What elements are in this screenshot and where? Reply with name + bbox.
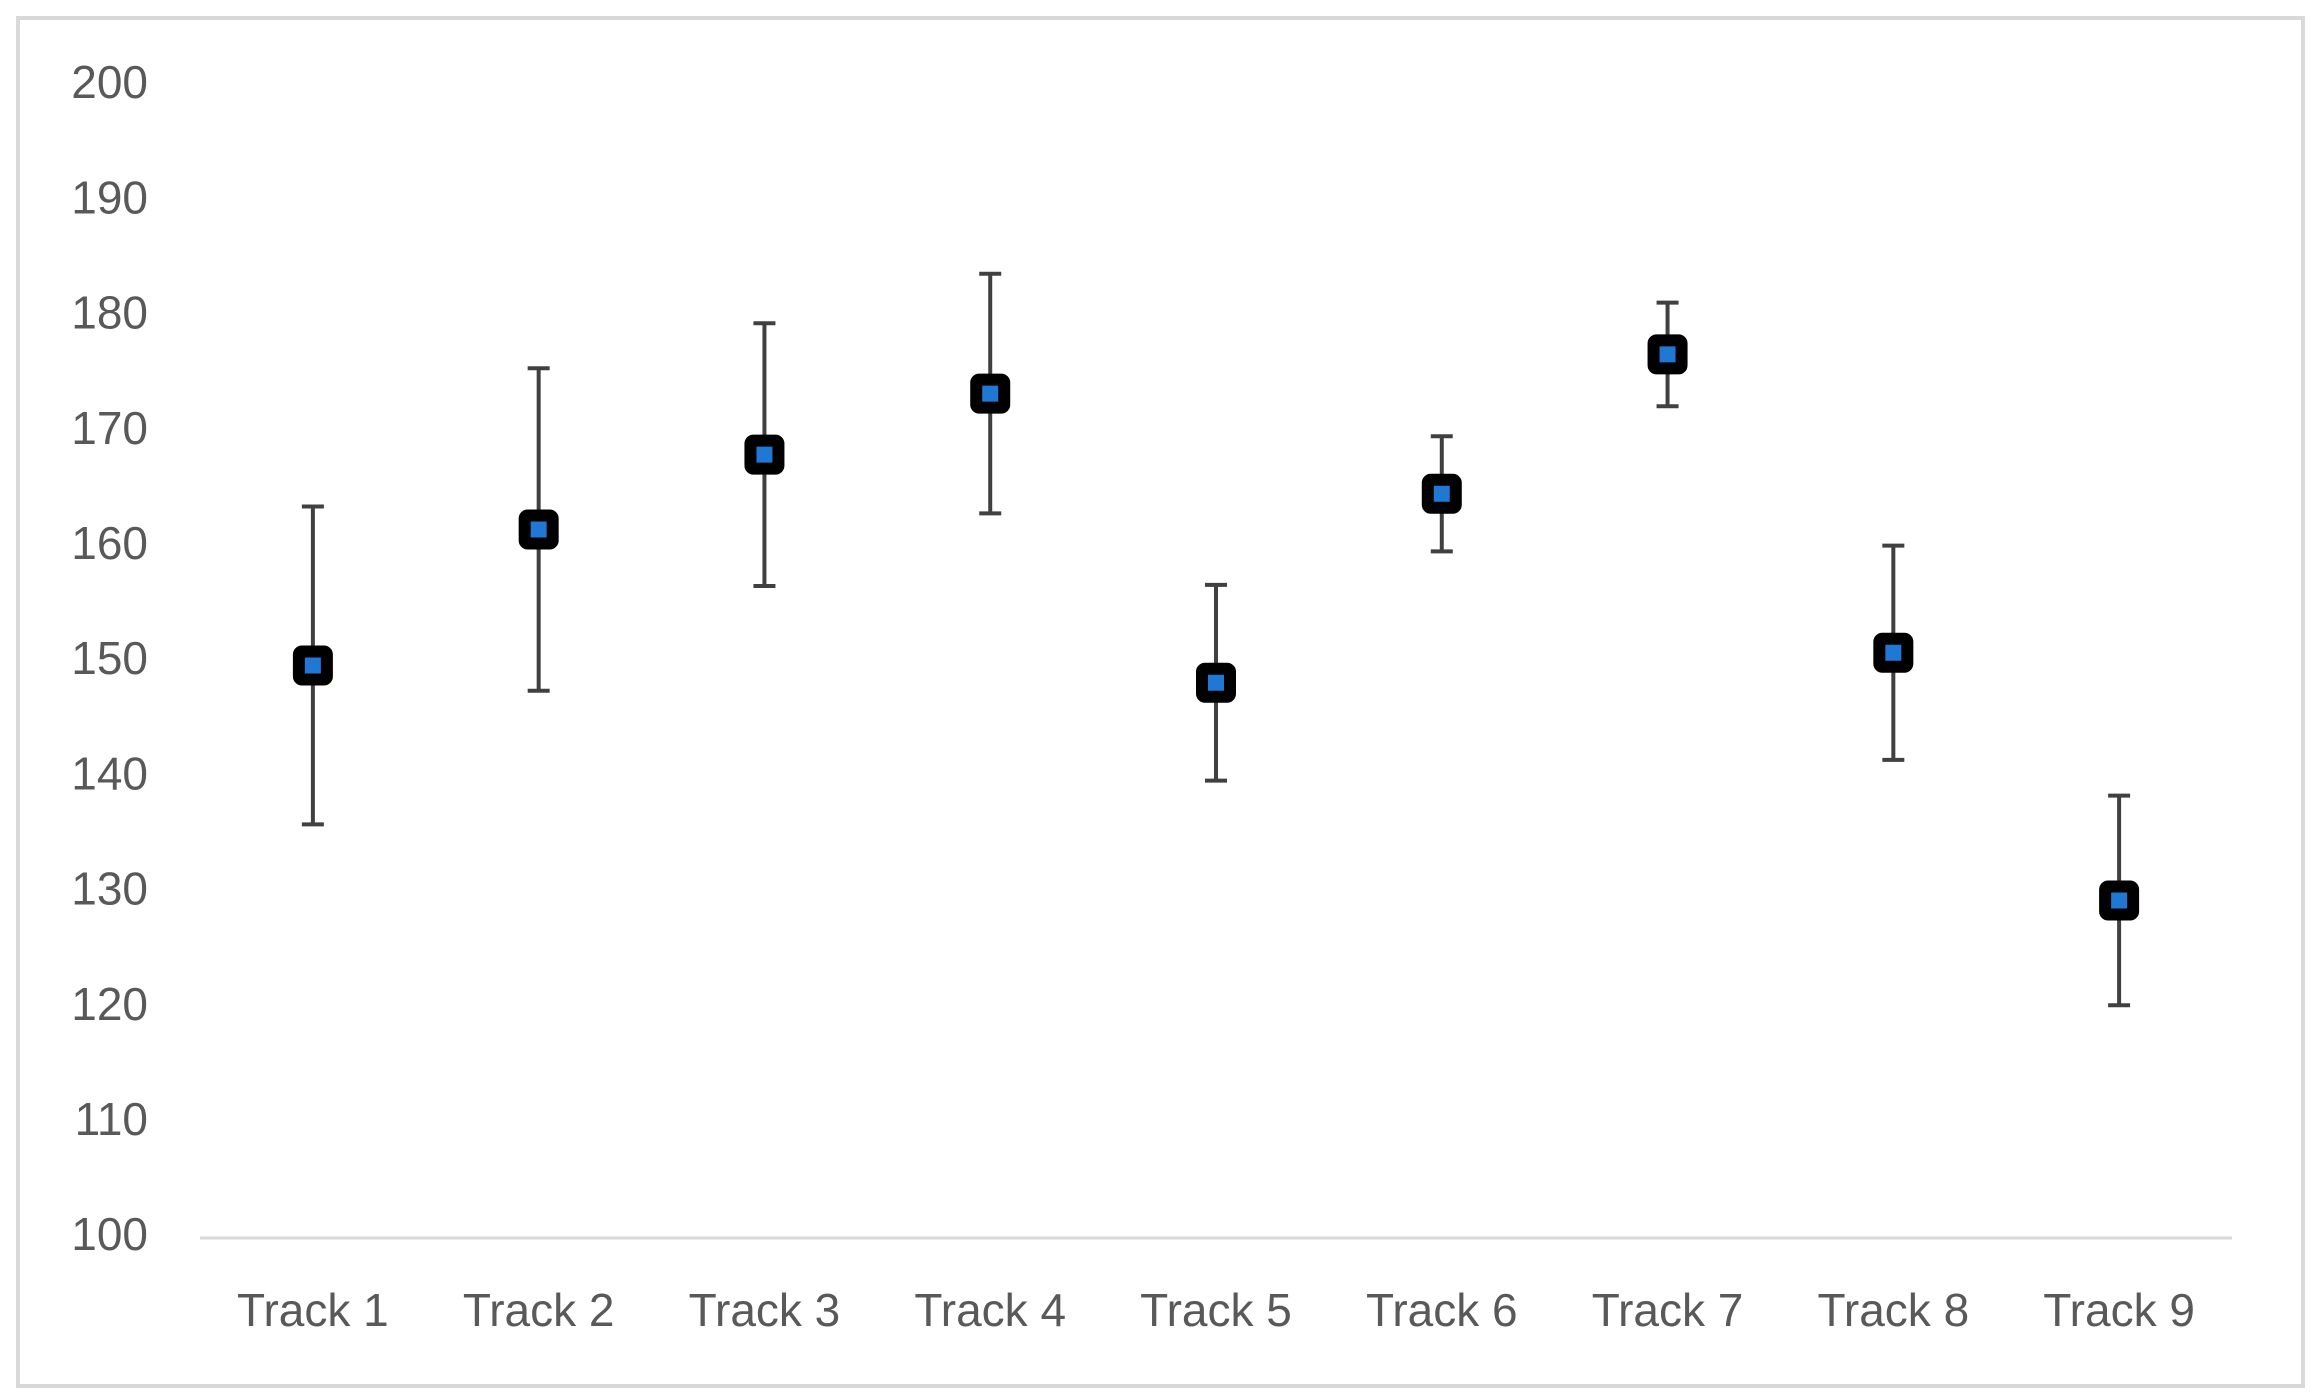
y-tick-label: 140 — [71, 747, 148, 799]
marker — [1421, 473, 1462, 514]
x-tick-label: Track 5 — [1140, 1284, 1292, 1336]
marker — [2099, 880, 2140, 921]
x-tick-label: Track 2 — [463, 1284, 615, 1336]
x-tick-label: Track 9 — [2043, 1284, 2195, 1336]
x-tick-label: Track 8 — [1818, 1284, 1970, 1336]
x-tick-label: Track 6 — [1366, 1284, 1518, 1336]
x-tick-label: Track 7 — [1592, 1284, 1744, 1336]
y-tick-label: 200 — [71, 56, 148, 108]
chart-frame — [16, 16, 2305, 1388]
x-tick-label: Track 3 — [689, 1284, 841, 1336]
marker — [518, 509, 559, 550]
marker — [1196, 662, 1236, 703]
marker — [1647, 334, 1688, 375]
y-tick-label: 120 — [71, 978, 148, 1030]
marker — [1873, 632, 1914, 673]
marker — [970, 373, 1011, 414]
marker — [292, 645, 333, 686]
marker — [744, 434, 785, 475]
y-tick-label: 190 — [71, 171, 148, 223]
y-tick-label: 170 — [71, 402, 148, 454]
x-tick-label: Track 1 — [237, 1284, 389, 1336]
y-tick-label: 100 — [71, 1208, 148, 1260]
y-tick-label: 130 — [71, 863, 148, 915]
y-tick-label: 110 — [75, 1093, 148, 1145]
y-tick-label: 150 — [71, 632, 148, 684]
y-tick-label: 180 — [71, 287, 148, 339]
y-tick-label: 160 — [71, 517, 148, 569]
x-tick-label: Track 4 — [914, 1284, 1066, 1336]
